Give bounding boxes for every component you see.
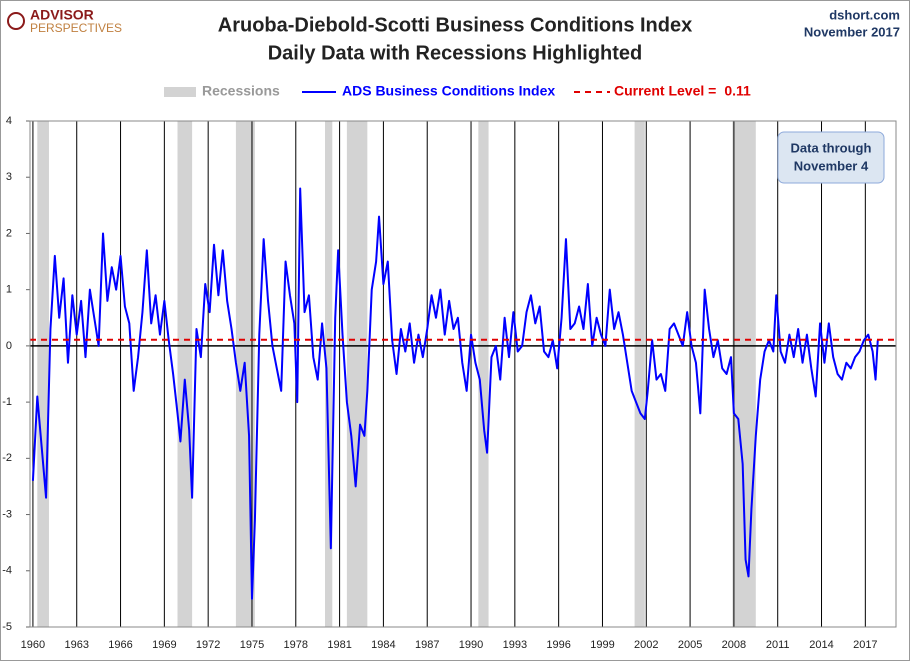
logo-text: PERSPECTIVES [30,21,122,35]
x-tick-label: 1993 [503,639,527,651]
annotation: Data through November 4 [777,131,885,184]
logo-icon [7,12,25,30]
x-tick-label: 2008 [722,639,746,651]
x-tick-label: 1984 [371,639,395,651]
recession-band [177,121,193,627]
x-tick-label: 2011 [766,639,790,651]
x-tick-label: 1978 [284,639,308,651]
plot-area: 1960 1963 1966 1969 1972 1975 1978 1981 1984 1987… [2,115,897,651]
y-tick-label: 1 [6,284,12,296]
x-tick-label: 1969 [152,639,176,651]
recession-band [732,121,756,627]
x-tick-label: 1966 [108,639,132,651]
y-tick-label: -3 [2,508,12,520]
legend-label: Current Level = [614,83,716,99]
x-tick-label: 1999 [590,639,614,651]
annotation-text: November 4 [794,158,869,173]
legend-label: Recessions [202,83,280,99]
y-tick-label: -5 [2,621,12,633]
recession-band [37,121,49,627]
x-tick-label: 2005 [678,639,702,651]
y-tick-label: 3 [6,171,12,183]
source: dshort.com [829,7,900,22]
recession-band [634,121,645,627]
legend-label: ADS Business Conditions Index [342,83,555,99]
legend: Recessions ADS Business Conditions Index… [164,83,751,99]
legend-swatch [164,87,196,97]
x-tick-label: 1990 [459,639,483,651]
date: November 2017 [804,24,900,39]
logo-text: ADVISOR [30,7,94,23]
legend-value: 0.11 [724,83,751,99]
plot-border [29,120,897,628]
recession-band [324,121,333,627]
x-tick-label: 1987 [415,639,439,651]
x-tick-label: 1963 [64,639,88,651]
recession-band [346,121,368,627]
chart-title: Aruoba-Diebold-Scotti Business Condition… [218,14,692,36]
y-tick-label: 2 [6,227,12,239]
annotation-text: Data through [791,140,872,155]
x-tick-label: 2002 [634,639,658,651]
x-tick-label: 1975 [240,639,264,651]
x-tick-label: 1960 [21,639,45,651]
x-tick-label: 1972 [196,639,220,651]
data-line [31,187,879,600]
chart-subtitle: Daily Data with Recessions Highlighted [268,42,643,64]
y-tick-label: 0 [6,340,12,352]
x-tick-label: 1981 [327,639,351,651]
y-tick-label: -4 [2,565,12,577]
annotation-box [777,131,885,184]
x-tick-label: 2017 [853,639,877,651]
x-tick-label: 2014 [809,639,833,651]
x-tick-label: 1996 [546,639,570,651]
y-tick-label: -2 [2,452,12,464]
recession-band [478,121,489,627]
y-tick-label: -1 [2,396,12,408]
y-tick-label: 4 [6,115,12,127]
